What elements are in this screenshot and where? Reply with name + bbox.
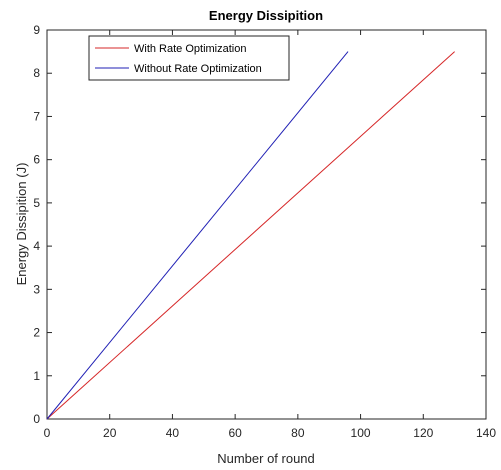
x-tick-label: 80 xyxy=(291,426,305,440)
legend-box xyxy=(88,35,290,81)
legend-label-with-rate-optimization: With Rate Optimization xyxy=(134,43,246,55)
x-tick-label: 140 xyxy=(476,426,496,440)
x-tick-label: 100 xyxy=(351,426,371,440)
chart-title: Energy Dissipition xyxy=(209,8,323,23)
y-tick-label: 0 xyxy=(33,412,40,426)
legend-label-without-rate-optimization: Without Rate Optimization xyxy=(134,63,262,75)
series-line-with-rate-optimization xyxy=(46,51,455,420)
y-axis-ticks: 0 1 2 3 4 5 6 7 8 9 xyxy=(33,23,486,426)
y-tick-label: 7 xyxy=(33,109,40,123)
y-tick-label: 6 xyxy=(33,153,40,167)
x-tick-label: 20 xyxy=(103,426,117,440)
legend: With Rate Optimization Without Rate Opti… xyxy=(88,35,290,81)
y-tick-label: 4 xyxy=(33,239,40,253)
x-tick-label: 40 xyxy=(166,426,180,440)
y-tick-label: 5 xyxy=(33,196,40,210)
y-tick-label: 2 xyxy=(33,326,40,340)
plot-area xyxy=(46,29,487,420)
y-tick-label: 1 xyxy=(33,369,40,383)
series-layer xyxy=(46,51,455,420)
x-tick-label: 0 xyxy=(44,426,51,440)
y-tick-label: 8 xyxy=(33,66,40,80)
y-tick-label: 9 xyxy=(33,23,40,37)
y-axis-label: Energy Dissipition (J) xyxy=(14,163,29,286)
x-tick-label: 60 xyxy=(228,426,242,440)
x-axis-ticks: 0 20 40 60 80 100 120 140 xyxy=(44,30,496,440)
series-line-without-rate-optimization xyxy=(46,51,349,420)
y-tick-label: 3 xyxy=(33,282,40,296)
x-tick-label: 120 xyxy=(413,426,433,440)
x-axis-label: Number of round xyxy=(217,451,315,466)
